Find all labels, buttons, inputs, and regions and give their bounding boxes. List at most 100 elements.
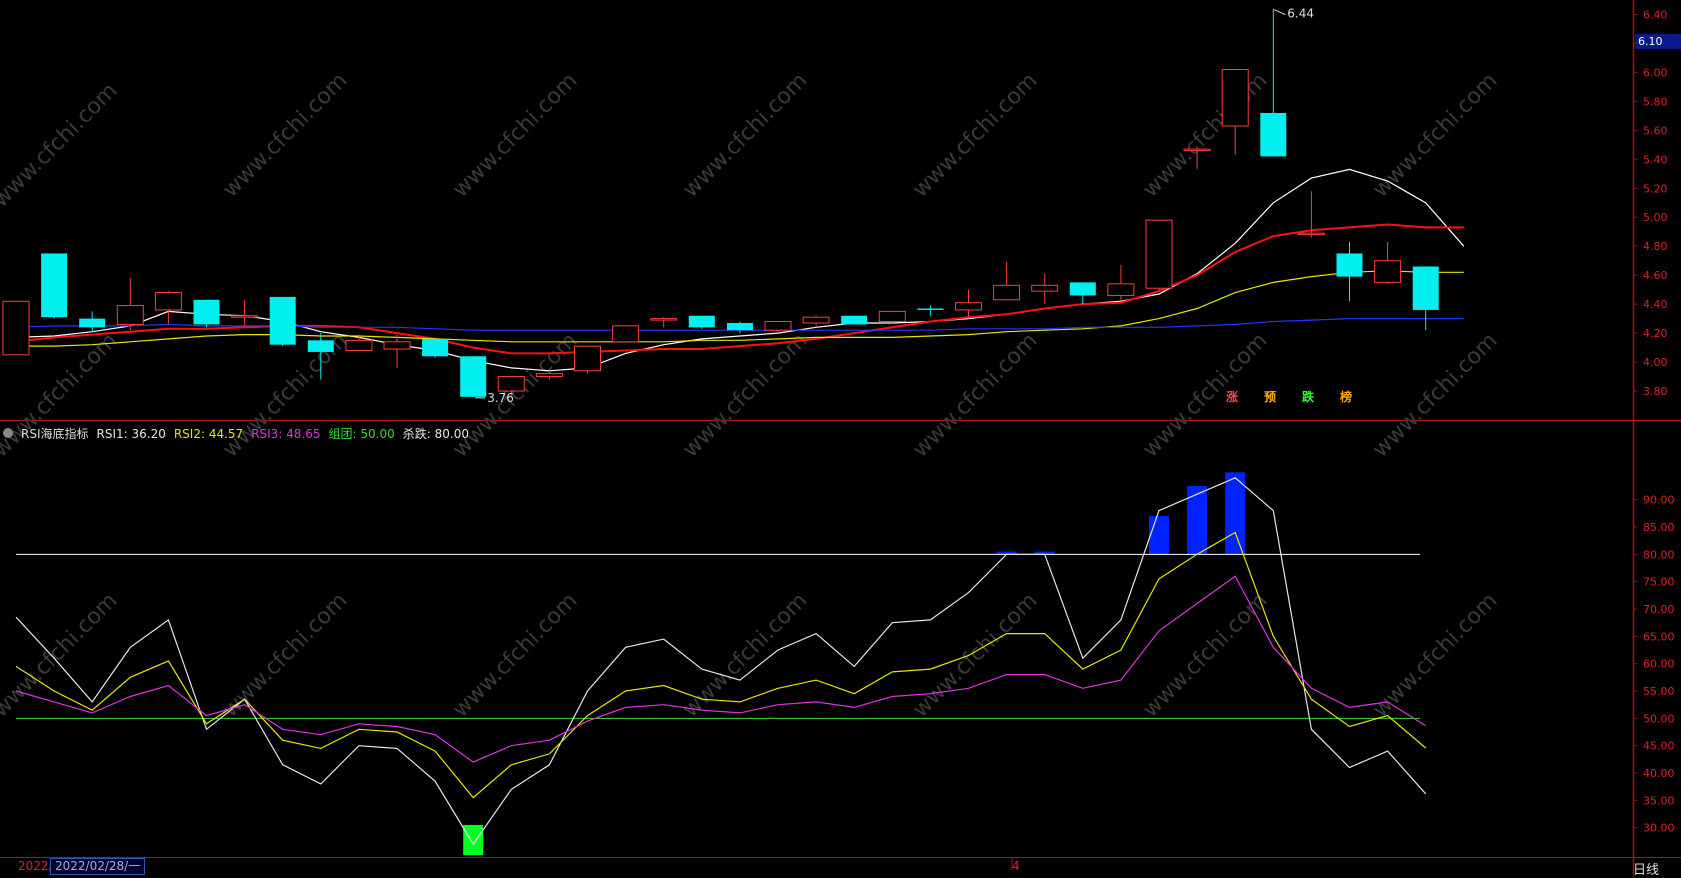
current-price-tag: 6.10 — [1635, 34, 1681, 49]
rsi-lines — [15, 477, 1427, 846]
rsi-tick-label: 75.00 — [1643, 576, 1675, 589]
candle-body-down — [1412, 266, 1439, 310]
candle — [574, 345, 601, 374]
max-price-pointer — [1274, 9, 1286, 16]
candle — [422, 338, 449, 358]
rsi-tick-label: 35.00 — [1643, 794, 1675, 807]
rsi-line-RSI2 — [15, 531, 1427, 799]
candle-body-up — [345, 339, 373, 351]
candle — [345, 334, 373, 351]
rsi-tick-label: 40.00 — [1643, 767, 1675, 780]
indicator-value-0: RSI1: 36.20 — [96, 426, 166, 441]
price-tick-label: 4.20 — [1643, 327, 1668, 340]
candle-body-up — [574, 345, 601, 372]
signal-label-3: 榜 — [1340, 389, 1352, 404]
candle-body-up — [1107, 283, 1135, 296]
candle-body-up — [878, 310, 906, 323]
candle-body-up — [764, 321, 792, 331]
rsi-tick-label: 90.00 — [1643, 494, 1675, 507]
candle-body-down — [1260, 112, 1287, 157]
watermark-text: www.cfchi.com — [0, 78, 123, 212]
candle — [650, 317, 678, 328]
rsi-tick-label: 60.00 — [1643, 658, 1675, 671]
candle — [269, 296, 296, 347]
period-button[interactable]: 日线 — [1633, 863, 1660, 878]
price-axis: 6.406.206.005.805.605.405.205.004.804.60… — [1633, 8, 1675, 835]
candle-body-down — [41, 253, 68, 318]
indicator-value-1: RSI2: 44.57 — [173, 426, 244, 441]
candle-body-up — [116, 305, 144, 325]
candle — [1183, 146, 1211, 170]
rsi-bar — [463, 824, 484, 855]
date-month-label: 4 — [1012, 859, 1020, 873]
price-tick-label: 5.60 — [1643, 124, 1668, 137]
ma-line-2 — [16, 270, 1464, 347]
candle — [802, 315, 830, 326]
price-tick-label: 4.40 — [1643, 298, 1668, 311]
price-tick-label: 5.80 — [1643, 95, 1668, 108]
signal-label-0: 涨 — [1226, 389, 1238, 404]
candle — [307, 333, 334, 380]
rsi-tick-label: 55.00 — [1643, 685, 1675, 698]
indicator-value-3: 组团: 50.00 — [328, 426, 395, 441]
watermark-text: www.cfchi.com — [1138, 328, 1272, 462]
price-tick-label: 6.00 — [1643, 66, 1668, 79]
candle — [612, 325, 640, 343]
price-tick-label: 5.00 — [1643, 211, 1668, 224]
rsi-tick-label: 80.00 — [1643, 548, 1675, 561]
watermark-layer: www.cfchi.com www.cfchi.com www.cfchi.com w… — [0, 68, 1503, 722]
candle — [116, 278, 144, 331]
candle — [955, 289, 982, 319]
price-tick-label: 4.00 — [1643, 356, 1668, 369]
candle — [2, 300, 30, 356]
rsi-line-RSI3 — [15, 575, 1427, 763]
candle — [917, 305, 944, 316]
candle — [193, 299, 220, 328]
watermark-text: www.cfchi.com — [1138, 68, 1272, 202]
indicator-name[interactable]: RSI海底指标 — [21, 426, 89, 441]
indicator-values: RSI1: 36.20 RSI2: 44.57 RSI3: 48.65 组团: 50.… — [97, 425, 477, 442]
rsi-tick-label: 50.00 — [1643, 712, 1675, 725]
indicator-menu-icon[interactable] — [3, 428, 13, 438]
candle — [993, 262, 1021, 301]
candle-body-up — [1183, 148, 1211, 152]
candle — [878, 310, 906, 323]
candle-body-down — [193, 299, 220, 325]
candle — [79, 311, 106, 332]
indicator-value-4: 杀跌: 80.00 — [402, 426, 469, 441]
candle-body-up — [993, 284, 1021, 301]
watermark-text: www.cfchi.com — [218, 68, 352, 202]
candle — [231, 299, 259, 326]
rsi-bars — [463, 472, 1246, 855]
min-price-label: 3.76 — [487, 391, 514, 405]
candle — [41, 253, 68, 319]
candle — [1069, 282, 1096, 305]
candle-body-up — [231, 315, 259, 318]
indicator-value-2: RSI3: 48.65 — [251, 426, 321, 441]
candle — [460, 356, 487, 397]
candle — [1031, 273, 1059, 305]
candle-body-up — [497, 376, 525, 392]
rsi-tick-label: 85.00 — [1643, 521, 1675, 534]
candle-body-down — [1069, 282, 1096, 296]
candle-body-down — [307, 340, 334, 352]
rsi-tick-label: 70.00 — [1643, 603, 1675, 616]
candle-body-down — [460, 356, 487, 397]
watermark-text: www.cfchi.com — [1368, 68, 1502, 202]
watermark-text: www.cfchi.com — [218, 588, 352, 722]
rsi-bar — [1225, 472, 1246, 555]
candle-body-up — [2, 300, 30, 356]
watermark-text: www.cfchi.com — [448, 588, 582, 722]
main-chart-labels: 6.44 3.76 涨 预 跌 榜 — [475, 7, 1352, 405]
cursor-date-label: 2022/02/28/一 — [50, 858, 146, 875]
watermark-text: www.cfchi.com — [678, 68, 812, 202]
candle-body-up — [1031, 284, 1059, 292]
candle-body-up — [1374, 260, 1402, 283]
candle-body-up — [535, 373, 563, 378]
price-tick-label: 4.80 — [1643, 240, 1668, 253]
watermark-text: www.cfchi.com — [448, 68, 582, 202]
rsi-bar — [996, 551, 1017, 555]
rsi-bar — [1034, 551, 1055, 555]
candle-body-up — [1297, 232, 1325, 236]
